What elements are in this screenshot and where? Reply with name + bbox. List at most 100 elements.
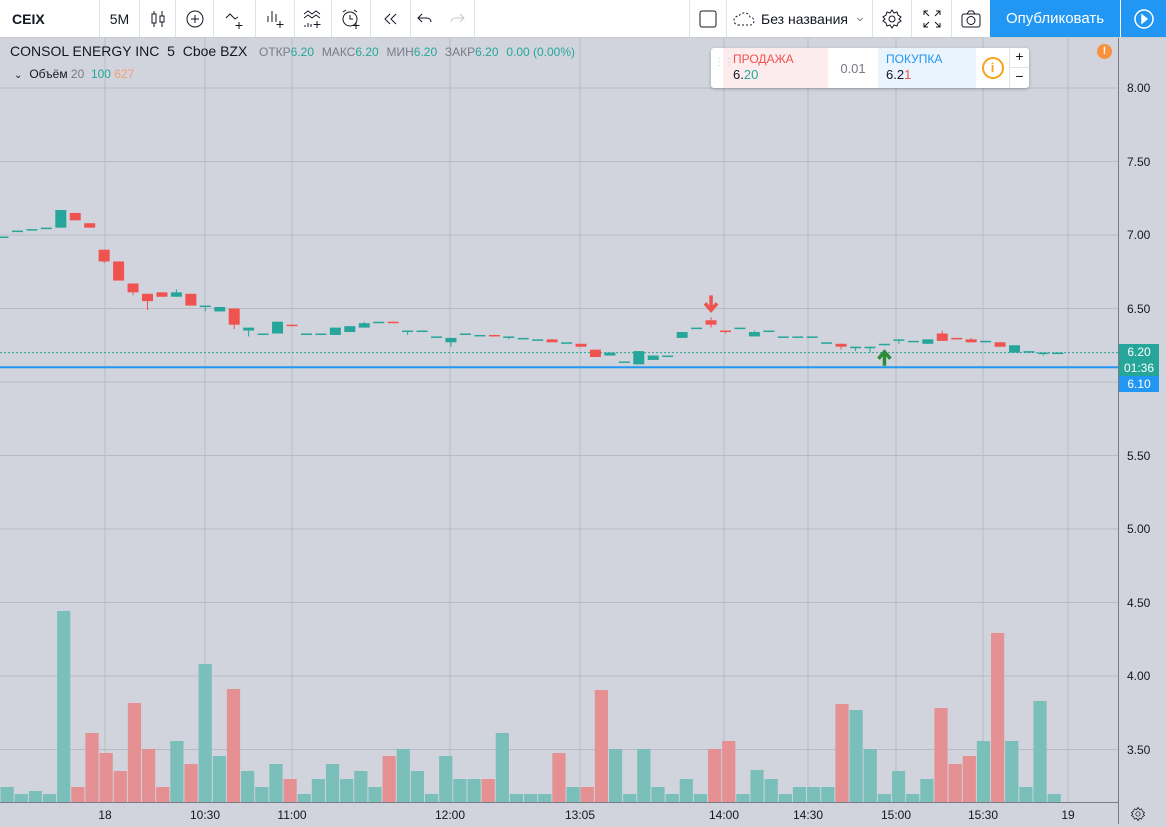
cloud-icon — [733, 11, 755, 25]
redo-button[interactable] — [439, 0, 475, 37]
volume-bar — [85, 733, 99, 802]
alarm-button[interactable] — [332, 0, 371, 37]
volume-bar — [325, 764, 340, 802]
low-label: МИН — [386, 45, 414, 59]
time-tick-label: 15:30 — [967, 808, 999, 822]
info-button[interactable]: i — [976, 48, 1010, 88]
interval-label: 5M — [109, 10, 130, 27]
volume-bar — [849, 710, 863, 802]
volume-bar — [241, 771, 255, 802]
chart-type-button[interactable] — [140, 0, 176, 37]
decrease-qty-button[interactable]: − — [1015, 68, 1024, 84]
volume-bar — [708, 749, 722, 802]
volume-bar — [28, 791, 42, 802]
fullscreen-button[interactable] — [912, 0, 952, 37]
candle-body — [257, 333, 269, 335]
legend-exchange: Cboe BZX — [182, 43, 248, 59]
candle-body — [850, 346, 862, 349]
spread-value: 0.01 — [840, 60, 866, 76]
volume-bar — [198, 664, 212, 802]
volume-bar — [552, 753, 566, 802]
volume-bar — [948, 764, 962, 802]
axis-settings-button[interactable] — [1130, 806, 1146, 822]
volume-bar — [807, 787, 821, 802]
undo-button[interactable] — [411, 0, 439, 37]
layout-name-button[interactable]: Без названия — [727, 0, 873, 37]
candle-body — [170, 292, 182, 297]
candle-body — [387, 321, 399, 324]
countdown-tag: 01:36 — [1119, 359, 1159, 376]
high-label: МАКС — [321, 45, 356, 59]
bar-plus-button[interactable] — [256, 0, 295, 37]
volume-bar — [14, 794, 28, 802]
open-value: 6.20 — [290, 45, 315, 59]
volume-bar — [226, 689, 241, 802]
candle-body — [55, 210, 67, 228]
candle-body — [1009, 345, 1020, 353]
interval-button[interactable]: 5M — [100, 0, 140, 37]
change-value: 0.00 (0.00%) — [506, 45, 576, 59]
increase-qty-button[interactable]: + — [1010, 48, 1029, 68]
sell-button[interactable]: ПРОДАЖА 6.20 — [723, 48, 828, 88]
candle-body — [777, 336, 789, 338]
volume-bar — [1033, 701, 1047, 802]
legend-name: CONSOL ENERGY INC — [10, 43, 160, 59]
play-button[interactable] — [1120, 0, 1166, 37]
candle-body — [416, 330, 428, 333]
candle-body — [156, 292, 168, 297]
candle-body — [662, 355, 674, 358]
candle-body — [98, 249, 110, 262]
candle-body — [792, 336, 804, 338]
candle-body — [300, 333, 312, 335]
multi-chart-button[interactable] — [690, 0, 727, 37]
close-label: ЗАКР — [444, 45, 476, 59]
replay-button[interactable] — [371, 0, 411, 37]
candle-body — [185, 293, 197, 306]
candle-body — [26, 229, 38, 231]
candle-body — [199, 305, 211, 308]
volume-bar — [538, 794, 552, 802]
candle-body — [633, 351, 645, 365]
buy-button[interactable]: ПОКУПКА 6.21 — [878, 48, 976, 88]
settings-button[interactable] — [873, 0, 912, 37]
candle-body — [344, 326, 356, 333]
time-tick-label: 10:30 — [189, 808, 221, 822]
symbol-search-button[interactable]: CEIX — [0, 0, 100, 37]
time-axis[interactable]: 18 10:30 11:00 12:00 13:05 14:00 14:30 15:00 15:… — [0, 802, 1118, 824]
candle-body — [994, 342, 1006, 347]
candle-body — [459, 333, 471, 335]
volume-bar — [57, 611, 71, 802]
collapse-chevron-icon[interactable]: ⌄ — [14, 70, 23, 81]
replay-icon — [383, 13, 396, 24]
line-price-tag: 6.10 — [1119, 376, 1159, 393]
candle-body — [1052, 352, 1064, 355]
time-tick-label: 13:05 — [564, 808, 596, 822]
add-button[interactable] — [176, 0, 214, 37]
candle-body — [835, 343, 847, 347]
fullscreen-icon — [923, 10, 940, 27]
volume-bar — [934, 708, 948, 802]
warning-badge-icon[interactable]: ! — [1097, 44, 1112, 59]
snapshot-button[interactable] — [952, 0, 990, 37]
candle-body — [589, 349, 601, 358]
candle-body — [951, 337, 963, 340]
drag-handle-icon[interactable]: ⋮⋮ — [714, 57, 734, 68]
price-axis[interactable]: 8.00 7.50 7.00 6.50 5.50 5.00 4.50 4.00 3.50 6.20… — [1118, 38, 1166, 824]
volume-bar — [311, 779, 325, 802]
symbol-label: CEIX — [12, 10, 45, 27]
chart-canvas[interactable] — [0, 38, 1118, 802]
candle-body — [84, 223, 96, 228]
candle-body — [546, 339, 558, 343]
volume-legend[interactable]: ⌄ Объём 20 100 627 — [14, 67, 134, 81]
candle-body — [561, 342, 573, 344]
volume-bar — [184, 764, 198, 802]
publish-button[interactable]: Опубликовать — [990, 0, 1120, 37]
candle-body — [604, 352, 616, 356]
compare-button[interactable] — [295, 0, 332, 37]
close-value: 6.20 — [475, 45, 499, 59]
volume-bar — [156, 787, 170, 802]
volume-ma: 100 — [90, 67, 111, 81]
indicators-button[interactable] — [214, 0, 256, 37]
volume-bar — [354, 771, 368, 802]
add-circle-icon — [186, 10, 203, 27]
